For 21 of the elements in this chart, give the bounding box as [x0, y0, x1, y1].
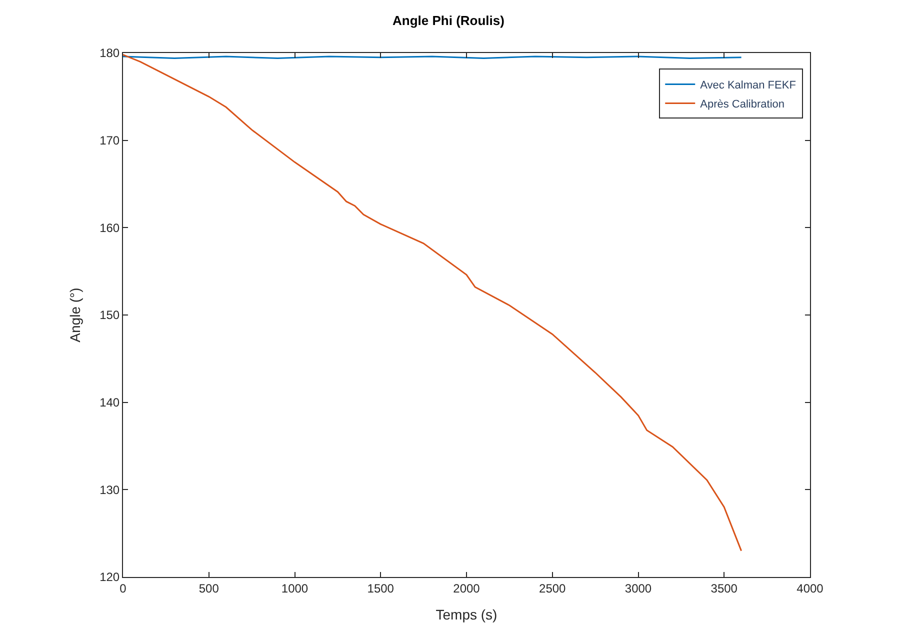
x-tick-label: 3500	[710, 581, 738, 596]
legend-label: Après Calibration	[700, 98, 785, 111]
y-tick-label: 180	[100, 46, 120, 60]
y-tick-label: 150	[100, 308, 120, 322]
x-tick-label: 3000	[624, 581, 652, 596]
x-tick-label: 1000	[281, 581, 308, 596]
x-tick-label: 2000	[453, 581, 480, 596]
y-tick-label: 140	[100, 396, 120, 410]
x-tick-label: 500	[198, 581, 220, 596]
y-tick-label: 120	[100, 570, 120, 584]
legend-label: Avec Kalman FEKF	[700, 80, 796, 92]
y-axis-title: Angle (°)	[67, 288, 84, 342]
x-tick-label: 2500	[539, 581, 566, 596]
y-tick-label: 170	[100, 134, 120, 148]
chart-title: Angle Phi (Roulis)	[392, 13, 504, 28]
x-tick-label: 0	[120, 581, 127, 596]
y-tick-label: 160	[100, 220, 120, 235]
y-tick-label: 130	[100, 482, 120, 497]
x-axis-title: Temps (s)	[436, 606, 498, 623]
x-tick-label: 1500	[367, 581, 394, 596]
x-tick-label: 4000	[796, 581, 824, 596]
